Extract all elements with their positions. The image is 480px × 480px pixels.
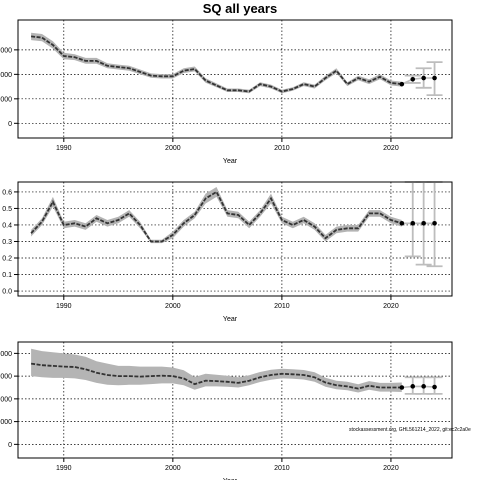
- x-tick-label: 1990: [56, 465, 72, 472]
- x-axis-title: Year: [223, 316, 238, 323]
- plot-frame: [17, 181, 453, 297]
- y-tick-label: 0: [8, 121, 12, 128]
- chart-title: SQ all years: [203, 1, 277, 16]
- projection-point: [432, 221, 437, 226]
- y-tick-label: 40000: [0, 351, 12, 358]
- y-tick-label: 0.1: [2, 272, 12, 279]
- y-tick-label: 0: [8, 442, 12, 449]
- confidence-band: [31, 348, 402, 393]
- y-tick-label: 0.6: [2, 189, 12, 196]
- estimate-line: [31, 35, 402, 93]
- projection-line: [401, 77, 435, 85]
- projection-point: [421, 75, 426, 81]
- projection-point: [410, 384, 416, 389]
- panel-2: 1990 2000 2010 2020 0.0 0.1 0.2 0.3 0.4 0.5 0.6 Yea…: [2, 181, 453, 323]
- y-tick-label: 30000: [0, 47, 12, 54]
- x-tick-label: 2000: [165, 145, 181, 152]
- y-tick-label: 0.0: [2, 289, 12, 296]
- x-tick-label: 2000: [165, 303, 181, 310]
- x-tick-label: 1990: [56, 303, 72, 310]
- x-tick-label: 2010: [274, 303, 290, 310]
- confidence-band: [31, 187, 402, 244]
- y-tick-label: 30000: [0, 374, 12, 381]
- y-tick-label: 10000: [0, 419, 12, 426]
- x-axis-title: Year: [223, 158, 238, 165]
- y-tick-label: 0.2: [2, 256, 12, 263]
- y-tick-label: 10000: [0, 96, 12, 103]
- source-note: stockassessment.org, GHL561214_2022, git…: [349, 427, 471, 433]
- x-tick-label: 2010: [274, 145, 290, 152]
- projection-point: [421, 384, 426, 389]
- projection-line: [401, 385, 435, 389]
- x-tick-label: 2020: [383, 145, 399, 152]
- x-tick-label: 2020: [383, 303, 399, 310]
- projection-point: [432, 75, 437, 81]
- projection-point: [399, 81, 405, 87]
- projection-point: [421, 221, 426, 226]
- estimate-line: [30, 190, 403, 243]
- x-tick-label: 2010: [274, 465, 290, 472]
- plot-frame: [17, 341, 453, 459]
- panels: 19902000201020200100002000030000Year1990…: [0, 19, 453, 480]
- x-tick-label: 2000: [165, 465, 181, 472]
- confidence-band: [31, 32, 402, 94]
- x-axis-title: Year: [223, 478, 238, 480]
- y-tick-label: 0.3: [2, 239, 12, 246]
- projection-point: [432, 384, 437, 390]
- y-tick-label: 0.5: [2, 206, 12, 213]
- projection-point: [410, 76, 416, 82]
- projection-point: [399, 385, 405, 390]
- x-tick-label: 2020: [383, 465, 399, 472]
- projection-point: [410, 221, 416, 226]
- plot-frame: [17, 19, 453, 139]
- estimate-line: [30, 362, 402, 390]
- projection-point: [399, 221, 405, 226]
- y-tick-label: 0.4: [2, 222, 12, 229]
- x-tick-label: 1990: [56, 145, 72, 152]
